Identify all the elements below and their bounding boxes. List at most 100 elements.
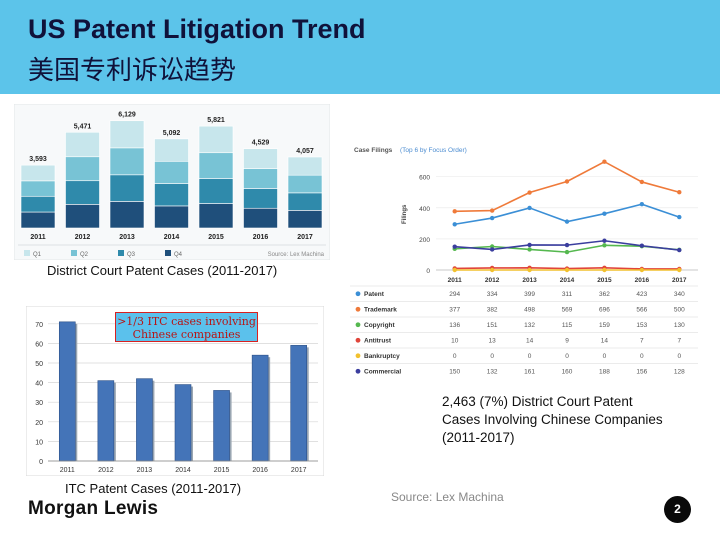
itc-x-tick: 2011 xyxy=(60,467,75,474)
district-bar-q1 xyxy=(109,120,145,149)
filings-table-value: 0 xyxy=(640,353,644,360)
filings-point xyxy=(564,179,570,184)
filings-point xyxy=(527,190,532,195)
filings-legend-dot xyxy=(355,322,361,328)
filings-x-tick: 2012 xyxy=(485,277,500,284)
filings-point xyxy=(639,243,645,248)
district-legend-swatch xyxy=(24,250,30,256)
filings-table-value: 7 xyxy=(640,337,644,344)
filings-table-value: 0 xyxy=(490,353,494,360)
district-source-label: Source: Lex Machina xyxy=(268,252,325,258)
itc-chart-caption: ITC Patent Cases (2011-2017) xyxy=(65,481,242,496)
filings-table-value: 132 xyxy=(487,368,498,375)
district-bar-q1 xyxy=(243,148,278,169)
filings-table-value: 151 xyxy=(487,322,498,329)
filings-table-value: 128 xyxy=(674,368,685,375)
district-legend-label: Q4 xyxy=(174,252,183,258)
filings-x-tick: 2014 xyxy=(560,277,575,284)
district-x-tick: 2012 xyxy=(75,234,91,241)
itc-y-tick: 60 xyxy=(35,341,43,348)
itc-y-tick: 10 xyxy=(35,439,43,446)
district-bar-q3 xyxy=(109,174,145,202)
filings-y-tick: 200 xyxy=(419,237,430,244)
filings-point xyxy=(677,190,682,195)
filings-table-value: 311 xyxy=(562,291,573,298)
district-x-tick: 2017 xyxy=(297,234,313,241)
filings-table-value: 340 xyxy=(674,291,685,298)
itc-x-tick: 2015 xyxy=(214,467,230,474)
filings-x-tick: 2015 xyxy=(597,277,612,284)
slide-subtitle: 美国专利诉讼趋势 xyxy=(28,56,237,86)
filings-series-name: Commercial xyxy=(364,368,401,375)
district-bar-q2 xyxy=(198,152,234,179)
district-bar-q4 xyxy=(198,203,234,229)
filings-y-tick: 600 xyxy=(419,175,430,182)
filings-table-value: 14 xyxy=(601,337,609,344)
district-total-label: 5,092 xyxy=(163,130,181,137)
page-number: 2 xyxy=(664,496,691,523)
itc-x-tick: 2017 xyxy=(291,467,307,474)
filings-table-value: 0 xyxy=(677,353,681,360)
filings-table-value: 13 xyxy=(489,337,497,344)
filings-point xyxy=(527,242,532,248)
itc-bar xyxy=(58,321,76,462)
filings-point xyxy=(564,249,570,255)
district-bar-q4 xyxy=(243,207,278,229)
district-bar-q4 xyxy=(109,201,145,229)
filings-x-tick: 2016 xyxy=(635,277,650,284)
itc-bar xyxy=(136,378,153,462)
district-x-tick: 2015 xyxy=(208,234,224,241)
district-bar-q4 xyxy=(154,205,189,229)
filings-point xyxy=(489,215,495,221)
filings-table-value: 115 xyxy=(562,322,573,329)
itc-y-tick: 40 xyxy=(35,381,43,388)
filings-table-value: 423 xyxy=(636,291,647,298)
district-x-tick: 2014 xyxy=(164,234,180,241)
filings-x-tick: 2013 xyxy=(522,277,537,284)
filings-point xyxy=(564,267,570,273)
case-filings-chart: Case Filings (Top 6 by Focus Order) Filing… xyxy=(350,147,698,375)
itc-x-tick: 2016 xyxy=(252,467,268,474)
district-bar-q3 xyxy=(20,195,56,213)
filings-table-value: 0 xyxy=(453,353,457,360)
district-bar-q2 xyxy=(65,156,100,182)
district-chart-caption: District Court Patent Cases (2011-2017) xyxy=(47,263,278,278)
filings-table-value: 377 xyxy=(449,306,460,313)
filings-series-name: Patent xyxy=(364,291,385,298)
filings-table-value: 150 xyxy=(449,368,460,375)
district-x-tick: 2013 xyxy=(119,234,135,241)
district-bar-q2 xyxy=(243,168,278,189)
filings-table-value: 160 xyxy=(562,368,573,375)
district-x-tick: 2016 xyxy=(253,234,269,241)
district-total-label: 5,821 xyxy=(207,117,225,124)
itc-x-tick: 2012 xyxy=(98,467,114,474)
filings-point xyxy=(452,244,457,249)
filings-point xyxy=(677,214,682,220)
filings-point xyxy=(489,267,495,273)
district-bar-q4 xyxy=(65,204,100,229)
filings-table-value: 0 xyxy=(528,353,532,360)
filings-table-value: 382 xyxy=(487,306,498,313)
filings-table-value: 9 xyxy=(565,337,569,344)
filings-table-value: 130 xyxy=(674,322,685,329)
filings-table-value: 0 xyxy=(603,353,607,360)
filings-series-name: Trademark xyxy=(364,306,397,313)
itc-bar xyxy=(174,384,192,462)
district-bar-q3 xyxy=(198,178,234,204)
filings-x-tick: 2017 xyxy=(672,277,687,284)
filings-subtitle: (Top 6 by Focus Order) xyxy=(400,147,467,154)
slide-title: US Patent Litigation Trend xyxy=(28,14,366,44)
filings-table-value: 10 xyxy=(451,337,459,344)
filings-point xyxy=(602,211,607,216)
itc-y-tick: 20 xyxy=(35,420,43,427)
filings-point xyxy=(677,247,682,253)
filings-point xyxy=(452,209,457,214)
filings-table-value: 188 xyxy=(599,368,610,375)
itc-bar xyxy=(97,380,115,462)
district-bar-q3 xyxy=(287,192,323,211)
filings-y-label: Filings xyxy=(402,204,408,224)
filings-table-value: 500 xyxy=(674,306,685,313)
filings-table-value: 159 xyxy=(599,322,610,329)
morgan-lewis-logo: Morgan Lewis xyxy=(28,498,159,519)
filings-legend-dot xyxy=(355,337,361,343)
